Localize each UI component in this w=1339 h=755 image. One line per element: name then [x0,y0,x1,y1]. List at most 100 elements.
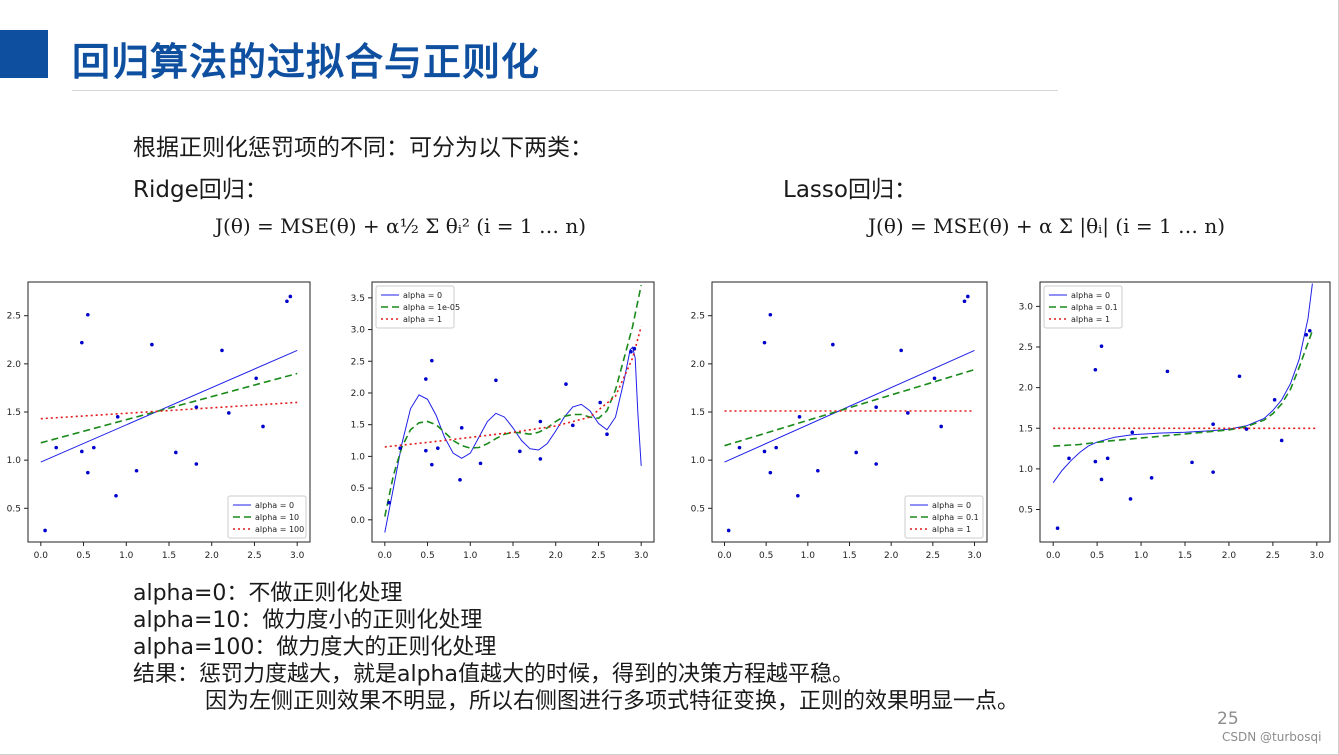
x-tick-label: 2.5 [591,551,605,561]
x-tick-label: 1.5 [162,551,176,561]
x-tick-label: 2.0 [884,551,899,561]
legend: alpha = 0 alpha = 0.1 alpha = 1 [1043,285,1123,329]
data-point [1099,344,1104,348]
x-tick-label: 1.5 [842,551,856,561]
watermark: CSDN @turbosqi [1222,730,1322,744]
data-point [1272,398,1277,402]
data-point [1307,328,1312,333]
data-point [424,448,428,453]
x-tick-label: 0.0 [378,551,393,561]
data-point [966,294,970,299]
y-tick-label: 2.5 [1019,343,1033,353]
x-tick-label: 0.0 [34,551,49,561]
data-point [92,445,96,450]
legend-label: alpha = 0.1 [1071,303,1118,312]
data-point [478,461,483,466]
x-tick-label: 2.5 [1266,551,1280,561]
page-number: 25 [1217,709,1239,729]
legend-label: alpha = 0 [932,501,971,510]
data-point [854,450,858,455]
data-point [1099,477,1104,482]
data-point [459,426,464,430]
slide-title: 回归算法的过拟合与正则化 [72,40,541,84]
data-point [1279,438,1284,443]
legend-label: alpha = 0 [255,501,294,510]
legend-label: alpha = 1e-05 [403,303,460,312]
data-point [762,449,767,454]
data-point [874,405,878,409]
y-tick-label: 3.0 [351,326,366,336]
data-point [1211,470,1215,474]
data-point [564,382,568,386]
note-result: 结果：惩罚力度越大，就是alpha值越大的时候，得到的决策方程越平稳。 [133,662,854,687]
title-divider [72,90,1058,91]
data-point [430,462,434,467]
series-line-1 [40,372,298,444]
data-point [939,424,943,429]
data-point [430,358,434,363]
x-tick-label: 0.5 [1090,551,1104,561]
y-tick-label: 3.0 [1019,302,1034,312]
data-point [768,470,773,475]
data-point [1304,333,1309,337]
legend-label: alpha = 10 [255,513,299,522]
data-point [1149,476,1154,480]
data-point [194,462,199,466]
data-point [80,340,84,345]
data-point [571,423,575,428]
data-point [43,528,47,533]
data-point [1067,456,1071,461]
data-point [538,419,543,424]
series-line-0 [1052,283,1313,483]
series-line-0 [384,346,642,533]
y-tick-label: 0.5 [7,504,21,514]
data-point [114,493,118,498]
data-point [629,349,633,354]
data-point [458,478,462,482]
x-tick-label: 0.5 [76,551,90,561]
data-point [831,342,835,347]
legend-label: alpha = 0 [403,291,442,300]
note-alpha-10: alpha=10：做力度小的正则化处理 [133,608,483,633]
y-tick-label: 0.0 [351,516,366,526]
legend-label: alpha = 0.1 [932,513,979,522]
data-point [494,378,498,383]
data-point [424,377,428,381]
note-alpha-100: alpha=100：做力度大的正则化处理 [133,635,497,660]
y-tick-label: 2.5 [7,312,21,322]
data-point [1165,369,1170,374]
data-point [1093,367,1098,372]
x-tick-label: 3.0 [290,551,305,561]
y-tick-label: 1.0 [691,456,706,466]
legend: alpha = 0 alpha = 0.1 alpha = 1 [904,495,984,539]
data-point [86,312,90,317]
data-point [288,294,293,299]
data-point [1190,460,1194,465]
intro-text: 根据正则化惩罚项的不同：可分为以下两类： [133,135,593,161]
data-point [1105,456,1110,461]
legend-box [227,495,307,539]
y-tick-label: 3.5 [351,294,365,304]
y-tick-label: 1.0 [1019,465,1034,475]
data-point [737,445,742,450]
x-tick-label: 1.5 [506,551,520,561]
legend-label: alpha = 1 [932,525,971,534]
x-tick-label: 2.0 [549,551,564,561]
x-tick-label: 1.0 [801,551,816,561]
y-tick-label: 1.0 [351,452,366,462]
data-point [899,348,903,353]
x-tick-label: 1.0 [463,551,478,561]
y-tick-label: 1.5 [1019,424,1033,434]
x-tick-label: 2.5 [247,551,261,561]
data-point [1130,430,1135,435]
data-point [538,457,543,461]
data-point [54,445,58,450]
series-line-0 [40,349,298,463]
data-point [227,411,231,415]
legend-label: alpha = 100 [255,525,304,534]
data-point [86,470,90,475]
ridge-heading: Ridge回归： [133,177,268,203]
lasso-formula: J(θ) = MSE(θ) + α Σ |θᵢ| (i = 1 … n) [868,214,1226,238]
data-point [1244,427,1249,431]
y-tick-label: 0.5 [351,484,365,494]
